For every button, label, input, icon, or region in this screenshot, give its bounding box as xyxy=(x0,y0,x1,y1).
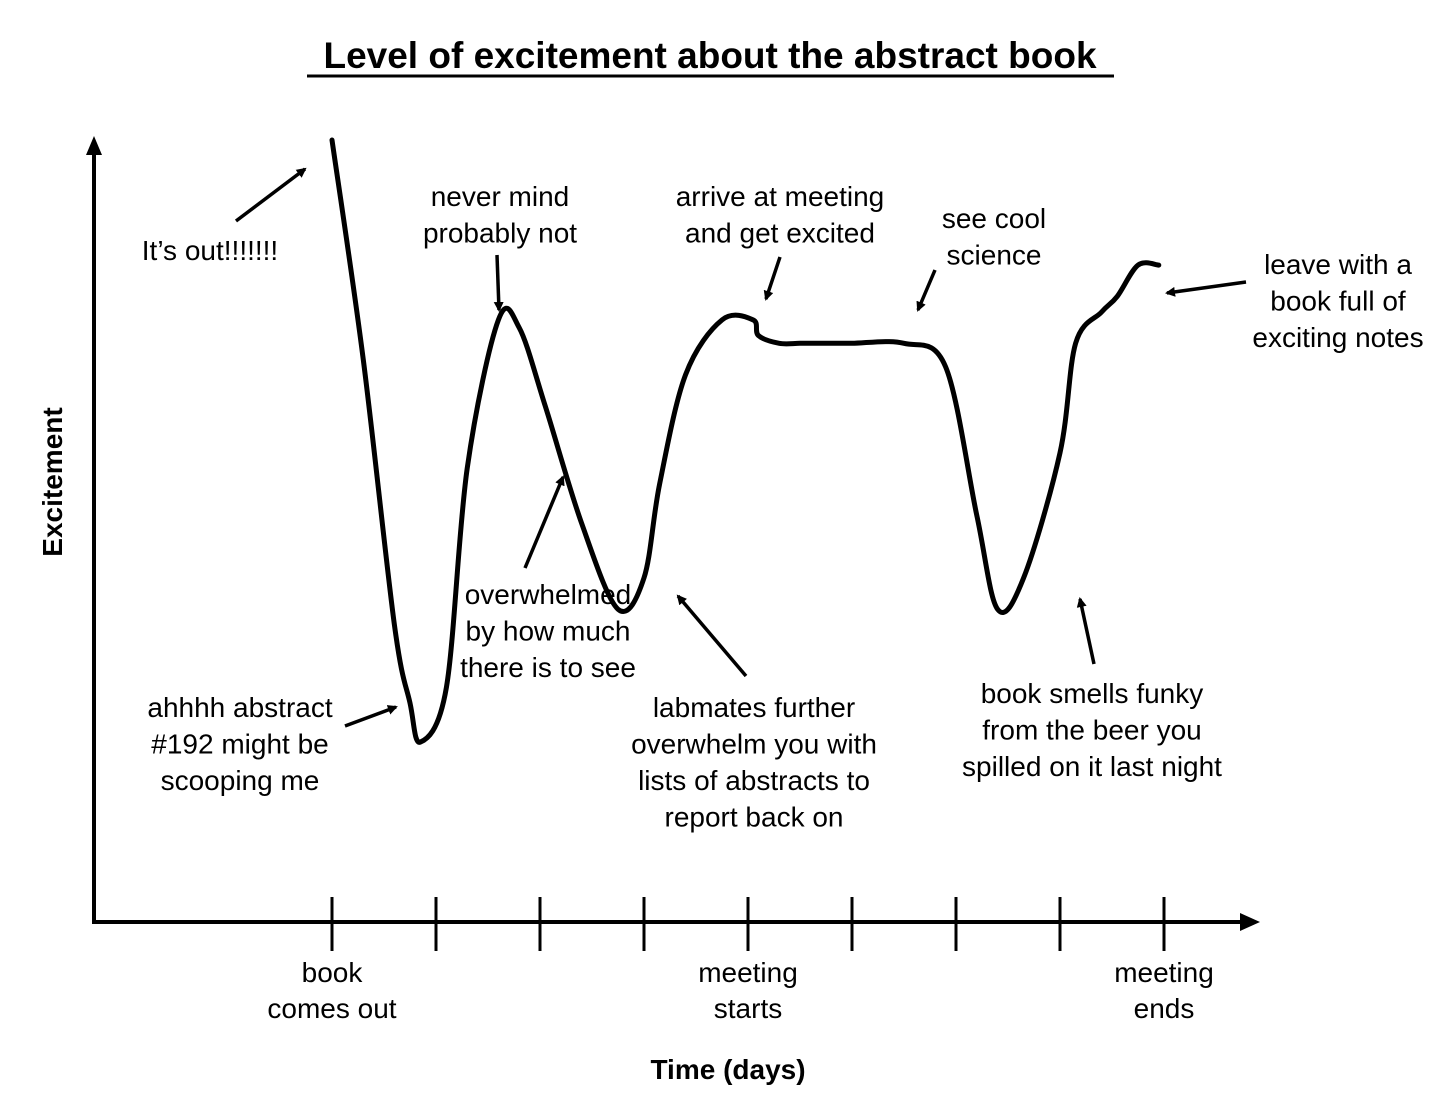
annotation-see-cool-science: see cool science xyxy=(942,203,1046,271)
annotations: It’s out!!!!!!! never mind probably not arr… xyxy=(142,181,1424,833)
arrow-see-cool-science xyxy=(916,269,937,312)
annotation-scooping: ahhhh abstract #192 might be scooping me xyxy=(147,692,332,796)
arrow-its-out xyxy=(234,167,307,223)
y-axis-arrowhead xyxy=(86,136,102,155)
annotation-overwhelmed: overwhelmed by how much there is to see xyxy=(460,579,636,683)
arrow-labmates xyxy=(676,594,748,678)
arrow-leave-with-book xyxy=(1165,280,1247,297)
annotation-its-out: It’s out!!!!!!! xyxy=(142,235,278,266)
chart-title: Level of excitement about the abstract b… xyxy=(323,35,1096,76)
annotation-never-mind: never mind probably not xyxy=(423,181,577,249)
annotation-book-smells: book smells funky from the beer you spille… xyxy=(962,678,1222,782)
arrow-arrive-meeting xyxy=(763,256,782,301)
x-tick-labels: book comes out meeting starts meeting ends xyxy=(267,957,1213,1024)
x-tick-label-0: book comes out xyxy=(267,957,396,1024)
x-axis-arrowhead xyxy=(1240,913,1260,931)
x-tick-label-4: meeting starts xyxy=(698,957,798,1024)
annotation-arrive-meeting: arrive at meeting and get excited xyxy=(676,181,885,249)
x-tick-label-8: meeting ends xyxy=(1114,957,1214,1024)
arrow-scooping xyxy=(344,705,398,728)
arrow-never-mind xyxy=(493,254,504,312)
arrow-book-smells xyxy=(1076,597,1096,665)
series-line-excitement xyxy=(329,137,1162,745)
x-ticks xyxy=(330,897,1166,951)
annotation-arrows xyxy=(234,167,1247,728)
annotation-labmates: labmates further overwhelm you with lists … xyxy=(631,692,877,833)
arrow-overwhelmed xyxy=(523,475,565,569)
y-axis-title: Excitement xyxy=(37,407,68,556)
annotation-leave-with-book: leave with a book full of exciting notes xyxy=(1252,249,1423,353)
x-axis-title: Time (days) xyxy=(650,1054,805,1085)
